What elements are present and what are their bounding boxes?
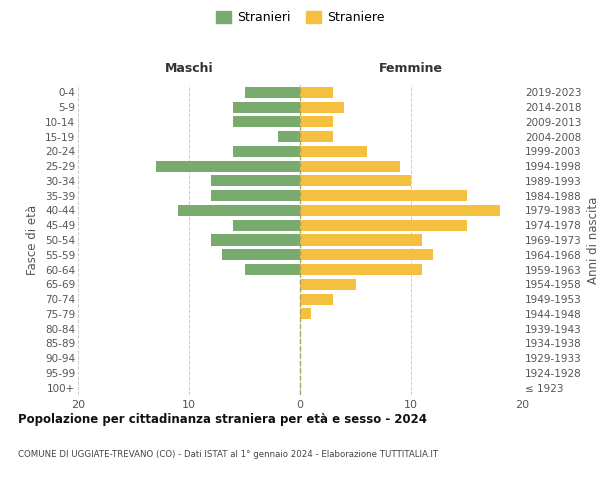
Y-axis label: Anni di nascita: Anni di nascita	[587, 196, 600, 284]
Bar	[300, 160, 400, 172]
Bar	[233, 220, 300, 231]
Bar	[300, 102, 344, 112]
Bar	[178, 205, 300, 216]
Bar	[300, 279, 356, 290]
Bar	[300, 146, 367, 157]
Bar	[245, 87, 300, 98]
Bar	[300, 294, 334, 304]
Text: Femmine: Femmine	[379, 62, 443, 74]
Bar	[223, 249, 300, 260]
Text: COMUNE DI UGGIATE-TREVANO (CO) - Dati ISTAT al 1° gennaio 2024 - Elaborazione TU: COMUNE DI UGGIATE-TREVANO (CO) - Dati IS…	[18, 450, 438, 459]
Bar	[233, 146, 300, 157]
Legend: Stranieri, Straniere: Stranieri, Straniere	[213, 8, 387, 26]
Bar	[300, 220, 467, 231]
Bar	[300, 131, 334, 142]
Bar	[233, 116, 300, 128]
Bar	[300, 87, 334, 98]
Text: Maschi: Maschi	[164, 62, 214, 74]
Bar	[211, 190, 300, 201]
Bar	[300, 176, 411, 186]
Bar	[300, 116, 334, 128]
Bar	[300, 190, 467, 201]
Bar	[300, 249, 433, 260]
Bar	[211, 234, 300, 246]
Bar	[300, 264, 422, 275]
Bar	[300, 234, 422, 246]
Bar	[156, 160, 300, 172]
Bar	[211, 176, 300, 186]
Text: Popolazione per cittadinanza straniera per età e sesso - 2024: Popolazione per cittadinanza straniera p…	[18, 412, 427, 426]
Bar	[233, 102, 300, 112]
Bar	[245, 264, 300, 275]
Y-axis label: Fasce di età: Fasce di età	[26, 205, 40, 275]
Bar	[278, 131, 300, 142]
Bar	[300, 205, 500, 216]
Bar	[300, 308, 311, 320]
